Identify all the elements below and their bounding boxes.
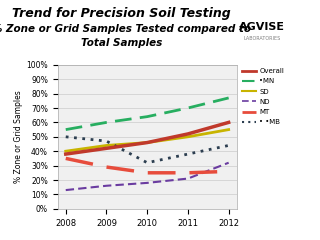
- Text: % Zone or Grid Samples Tested compared to: % Zone or Grid Samples Tested compared t…: [0, 24, 251, 34]
- Legend: Overall, •MN, SD, ND, MT, • •MB: Overall, •MN, SD, ND, MT, • •MB: [242, 68, 284, 125]
- Text: LABORATORIES: LABORATORIES: [244, 36, 281, 41]
- Text: Trend for Precision Soil Testing: Trend for Precision Soil Testing: [12, 7, 231, 20]
- Text: Total Samples: Total Samples: [81, 38, 162, 48]
- Text: AGVISE: AGVISE: [239, 22, 285, 32]
- Y-axis label: % Zone or Grid Samples: % Zone or Grid Samples: [14, 90, 23, 183]
